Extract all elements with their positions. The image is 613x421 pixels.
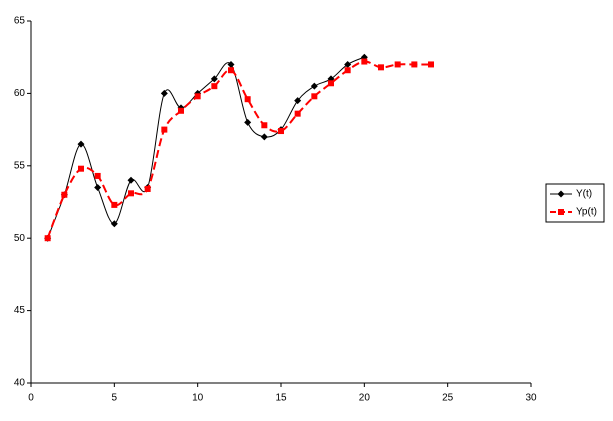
marker <box>111 201 118 208</box>
marker <box>94 172 101 179</box>
legend-marker <box>558 209 564 215</box>
marker <box>78 165 84 172</box>
x-tick-label: 30 <box>525 393 537 404</box>
marker <box>328 80 334 87</box>
marker <box>261 122 268 129</box>
marker <box>428 61 434 68</box>
x-tick-label: 5 <box>112 393 118 404</box>
x-tick-label: 0 <box>28 393 34 404</box>
marker <box>310 82 318 90</box>
y-tick-label: 65 <box>14 16 26 27</box>
marker <box>227 60 235 68</box>
marker <box>394 61 401 68</box>
legend-label: Yp(t) <box>576 207 597 218</box>
marker <box>178 107 184 114</box>
marker <box>160 89 168 97</box>
y-tick-label: 40 <box>14 378 26 389</box>
marker <box>294 97 302 105</box>
marker <box>411 61 418 68</box>
marker <box>228 67 234 74</box>
x-tick-label: 10 <box>192 393 204 404</box>
marker <box>194 93 201 100</box>
marker <box>361 58 368 65</box>
y-tick-label: 55 <box>14 160 26 171</box>
y-tick-label: 45 <box>14 305 26 316</box>
legend-label: Y(t) <box>576 189 592 200</box>
marker <box>144 185 151 192</box>
marker <box>211 83 218 90</box>
marker <box>161 126 168 133</box>
marker <box>127 176 135 184</box>
x-tick-label: 20 <box>359 393 371 404</box>
marker <box>260 133 268 141</box>
marker <box>94 184 102 192</box>
x-tick-label: 25 <box>442 393 454 404</box>
marker <box>378 64 384 71</box>
legend-marker <box>557 190 565 198</box>
marker <box>244 96 251 103</box>
marker <box>77 140 85 148</box>
marker <box>61 191 68 198</box>
marker <box>128 190 134 197</box>
y-tick-label: 50 <box>14 233 26 244</box>
marker <box>311 93 318 100</box>
marker <box>210 75 218 83</box>
marker <box>44 235 51 242</box>
marker <box>278 128 284 135</box>
y-tick-label: 60 <box>14 88 26 99</box>
marker <box>344 67 351 74</box>
legend-box <box>545 183 605 223</box>
x-tick-label: 15 <box>275 393 287 404</box>
marker <box>110 220 118 228</box>
marker <box>294 110 301 117</box>
marker <box>344 60 352 68</box>
marker <box>244 118 252 126</box>
